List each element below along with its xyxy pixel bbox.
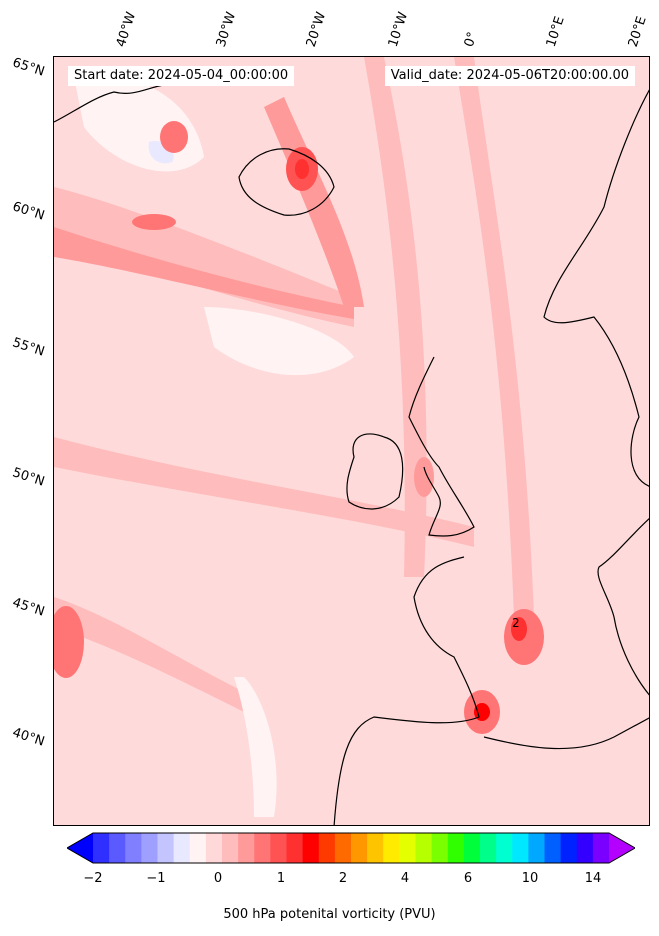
valid-date-label: Valid_date: 2024-05-06T20:00:00.00	[384, 66, 635, 86]
colorbar-segment	[463, 833, 481, 863]
scandinavia-coast	[543, 89, 649, 487]
lon-label-10w: 10°W	[385, 10, 412, 49]
colorbar-segment	[512, 833, 529, 863]
colorbar-tick-label: 0	[213, 871, 223, 886]
colorbar-tick-label: 10	[521, 871, 539, 886]
colorbar-segment	[367, 833, 384, 863]
pv-maximum	[295, 159, 309, 179]
colorbar-segment	[447, 833, 465, 863]
pv-maximum	[414, 457, 434, 497]
colorbar-segment	[205, 833, 223, 863]
iceland-coast	[238, 148, 335, 216]
colorbar-segment	[302, 833, 320, 863]
pv-maximum	[54, 606, 84, 678]
colorbar-tick-label: 2	[338, 871, 348, 886]
colorbar-segment	[496, 833, 513, 863]
lon-label-30w: 30°W	[213, 10, 240, 49]
colorbar-segment	[238, 833, 255, 863]
colorbar-tick-label: 14	[584, 871, 602, 886]
lat-label-60n: 60°N	[10, 199, 47, 224]
lat-label-65n: 65°N	[10, 55, 47, 80]
colorbar-segment	[544, 833, 562, 863]
colorbar-tick-label: 4	[400, 871, 410, 886]
lon-label-20e: 20°E	[625, 14, 650, 50]
ireland-coast	[346, 433, 404, 510]
start-date-label: Start date: 2024-05-04_00:00:00	[68, 66, 295, 86]
colorbar-segment	[173, 833, 191, 863]
colorbar-segment	[334, 833, 352, 863]
colorbar-label: 500 hPa potenital vorticity (PVU)	[223, 907, 436, 922]
colorbar-segment	[270, 833, 287, 863]
pv-low-region	[234, 677, 277, 817]
colorbar-segment	[560, 833, 578, 863]
pv-band	[454, 57, 534, 617]
colorbar-segment	[254, 833, 271, 863]
pv-band	[54, 437, 474, 547]
colorbar-segment	[109, 833, 126, 863]
contour-annotation: 2	[512, 616, 520, 630]
colorbar	[67, 832, 635, 864]
map-panel: 2 Start date: 2024-05-04_00:00:00 Valid_…	[53, 56, 650, 826]
lon-label-0: 0°	[461, 30, 481, 49]
colorbar-extend-max	[609, 833, 635, 863]
colorbar-tick-label: −1	[146, 871, 166, 886]
pv-band	[54, 227, 354, 319]
colorbar-segment	[318, 833, 336, 863]
lat-label-50n: 50°N	[10, 465, 47, 490]
colorbar-segment	[93, 833, 110, 863]
colorbar-segment	[157, 833, 175, 863]
pv-band	[364, 57, 427, 577]
colorbar-segment	[222, 833, 239, 863]
colorbar-tick-label: 6	[463, 871, 473, 886]
lat-label-40n: 40°N	[10, 725, 47, 750]
lon-label-20w: 20°W	[303, 10, 330, 49]
lon-label-40w: 40°W	[113, 10, 140, 49]
coastlines	[54, 84, 649, 825]
colorbar-segment	[141, 833, 158, 863]
greenland-coast	[54, 84, 165, 123]
colorbar-outline	[67, 832, 635, 864]
lon-label-10e: 10°E	[543, 14, 568, 50]
colorbar-segment	[528, 833, 545, 863]
pv-maximum	[132, 214, 176, 230]
pv-low-region	[204, 307, 354, 376]
potential-vorticity-field: 2	[54, 57, 649, 825]
colorbar-tick-label: −2	[83, 871, 103, 886]
pv-maximum	[160, 121, 188, 153]
lat-label-45n: 45°N	[10, 595, 47, 620]
colorbar-segment	[592, 833, 610, 863]
colorbar-segment	[286, 833, 304, 863]
france-iberia-coast	[333, 556, 480, 825]
pv-maximum	[511, 617, 527, 641]
colorbar-tick-label: 1	[276, 871, 286, 886]
colorbar-segment	[415, 833, 433, 863]
pv-band	[54, 597, 254, 717]
colorbar-segment	[399, 833, 416, 863]
colorbar-segment	[189, 833, 207, 863]
lat-label-55n: 55°N	[10, 335, 47, 360]
central-europe-coast	[597, 518, 649, 696]
colorbar-extend-min	[67, 833, 93, 863]
colorbar-segment	[431, 833, 449, 863]
great-britain-coast	[408, 356, 475, 537]
colorbar-segment	[383, 833, 400, 863]
colorbar-segment	[351, 833, 368, 863]
field-background	[54, 57, 649, 825]
colorbar-segment	[576, 833, 594, 863]
pv-maximum	[474, 703, 490, 721]
colorbar-segment	[480, 833, 497, 863]
colorbar-segment	[125, 833, 142, 863]
mediterranean-coast	[483, 717, 649, 750]
